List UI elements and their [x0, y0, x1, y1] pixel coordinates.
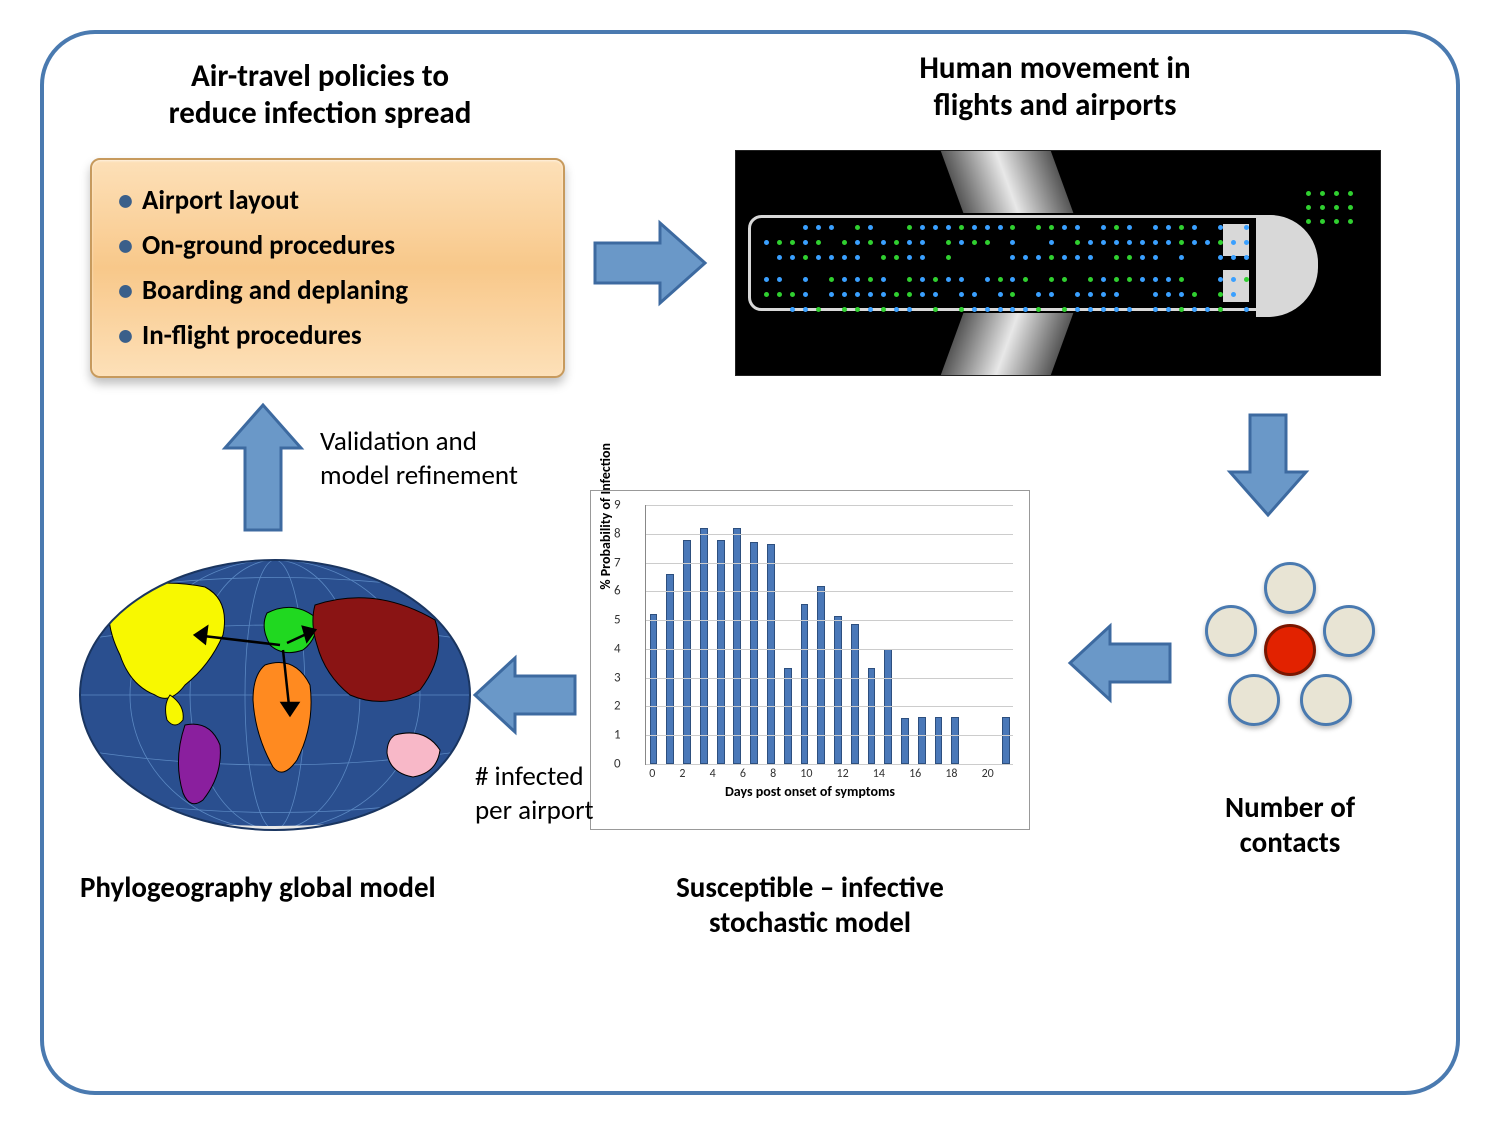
- arrow-left-icon: [1065, 618, 1175, 708]
- validation-label: Validation and model refinement: [320, 425, 560, 493]
- movement-title: Human movement in flights and airports: [820, 50, 1290, 124]
- arrow-left-icon: [470, 650, 580, 740]
- policies-title: Air-travel policies to reduce infection …: [110, 58, 530, 132]
- arrow-up-icon: [215, 400, 311, 535]
- probability-chart: % Probability of Infection 0123456789 02…: [590, 490, 1030, 830]
- chart-area: 0123456789: [645, 505, 1013, 765]
- infected-per-airport-label: # infected per airport: [475, 760, 645, 828]
- policy-item: Airport layout: [114, 178, 541, 223]
- stochastic-title: Susceptible – infective stochastic model: [595, 870, 1025, 940]
- world-map: [75, 545, 475, 845]
- aircraft-sim: [735, 150, 1381, 376]
- policies-list: Airport layout On-ground procedures Boar…: [114, 178, 541, 358]
- policy-item: On-ground procedures: [114, 223, 541, 268]
- wing-icon: [939, 150, 1074, 213]
- phylo-title: Phylogeography global model: [80, 870, 480, 905]
- chart-ylabel: % Probability of Infection: [597, 443, 614, 590]
- boarding-dots: [1306, 191, 1366, 241]
- contacts-title: Number of contacts: [1180, 790, 1400, 860]
- arrow-right-icon: [590, 215, 710, 311]
- policies-box: Airport layout On-ground procedures Boar…: [90, 158, 565, 378]
- wing-icon: [939, 313, 1074, 376]
- passenger-dots: [764, 225, 1244, 301]
- policy-item: In-flight procedures: [114, 313, 541, 358]
- arrow-down-icon: [1220, 410, 1316, 520]
- policy-item: Boarding and deplaning: [114, 268, 541, 313]
- chart-xlabel: Days post onset of symptoms: [601, 783, 1019, 800]
- contact-cluster: [1190, 560, 1390, 750]
